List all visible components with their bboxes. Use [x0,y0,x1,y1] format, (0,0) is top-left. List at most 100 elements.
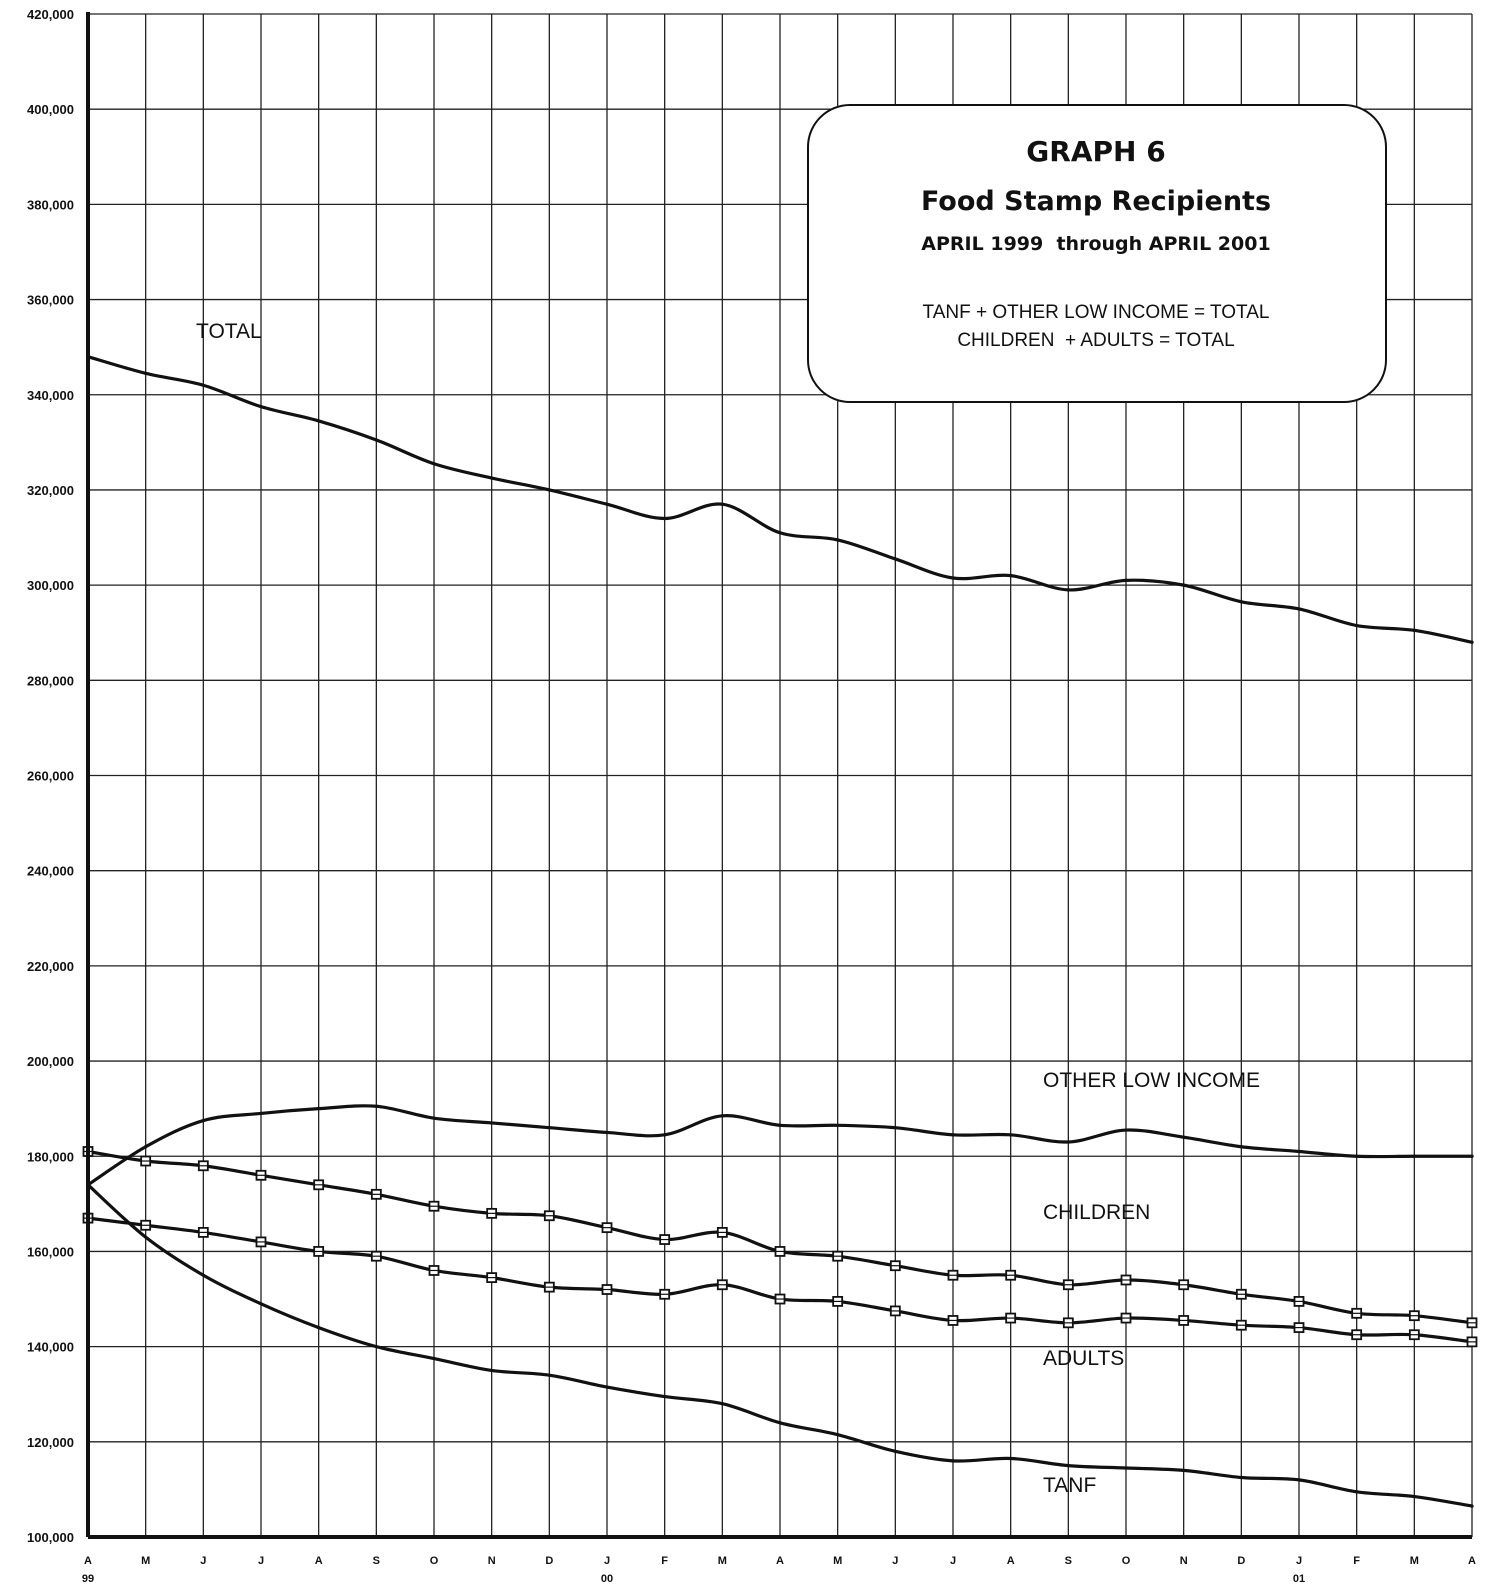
x-axis-ticks: A M J J A S O N D J F M A M J J A S O N D J F M A 99 00 01 [82,1555,1476,1585]
x-tick-label: M [1410,1555,1419,1567]
data-point-total [1124,578,1128,582]
data-point-total [144,371,148,375]
x-tick-label: D [545,1555,553,1567]
data-point-total [432,462,436,466]
data-point-tanf [547,1373,551,1377]
data-point-tanf [1412,1494,1416,1499]
data-point-tanf [778,1421,782,1425]
data-point-total [951,576,955,580]
data-point-other-low-income [1297,1149,1301,1154]
data-point-total [605,502,609,506]
y-tick-label: 400,000 [27,102,74,117]
series-label-children: CHILDREN [1043,1201,1150,1224]
y-tick-label: 300,000 [27,578,74,593]
x-tick-label: J [200,1555,206,1567]
series-label-adults: ADULTS [1043,1347,1124,1370]
data-point-total [1009,574,1013,578]
y-tick-label: 140,000 [27,1340,74,1355]
data-point-other-low-income [1355,1154,1359,1158]
data-point-tanf [259,1302,263,1306]
data-point-tanf [951,1459,955,1463]
data-point-tanf [836,1433,840,1437]
y-tick-label: 220,000 [27,959,74,974]
axes [86,12,1472,1539]
data-point-total [259,405,263,409]
x-tick-label: J [892,1555,898,1567]
data-point-total [720,502,724,506]
data-point-tanf [490,1368,494,1373]
x-tick-label: J [604,1555,610,1567]
data-point-total [1412,628,1416,632]
data-point-other-low-income [1066,1140,1070,1144]
data-point-total [1182,583,1186,587]
data-point-tanf [1297,1478,1301,1482]
data-point-other-low-income [1182,1135,1186,1139]
data-point-tanf [1124,1466,1128,1470]
series-lines [82,355,1478,1508]
x-tick-label: N [1180,1555,1188,1567]
data-point-other-low-income [1009,1133,1013,1137]
data-point-total [1066,588,1070,592]
data-point-other-low-income [259,1111,263,1116]
y-tick-label: 280,000 [27,673,74,688]
data-point-other-low-income [1412,1154,1416,1158]
y-tick-label: 240,000 [27,864,74,879]
data-point-other-low-income [1124,1128,1128,1132]
data-point-other-low-income [720,1114,724,1118]
y-tick-label: 360,000 [27,293,74,308]
data-point-tanf [317,1325,321,1330]
x-tick-label: N [488,1555,496,1567]
series-label-tanf: TANF [1043,1474,1096,1497]
data-point-tanf [605,1385,609,1389]
data-point-tanf [432,1356,436,1361]
data-point-other-low-income [605,1130,609,1135]
x-year-label: 01 [1293,1573,1305,1585]
data-point-other-low-income [893,1126,897,1130]
y-tick-label: 420,000 [27,7,74,22]
data-point-other-low-income [663,1133,667,1137]
y-tick-label: 120,000 [27,1435,74,1450]
data-point-other-low-income [547,1126,551,1130]
chart-note-2: CHILDREN + ADULTS = TOTAL [957,330,1234,351]
data-point-tanf [893,1449,897,1453]
data-point-tanf [1239,1475,1243,1480]
data-point-total [374,438,378,442]
data-point-other-low-income [778,1123,782,1127]
x-tick-label: F [661,1555,668,1567]
x-tick-label: J [258,1555,264,1567]
data-point-other-low-income [201,1118,205,1123]
data-point-total [663,516,667,521]
data-point-tanf [663,1394,667,1399]
x-tick-label: O [430,1555,439,1567]
chart-date-range: APRIL 1999 through APRIL 2001 [921,233,1270,255]
x-tick-label: D [1237,1555,1245,1567]
data-point-tanf [720,1402,724,1406]
x-tick-label: A [1007,1555,1015,1567]
y-tick-label: 100,000 [27,1530,74,1545]
data-point-total [1355,623,1359,628]
chart-title: GRAPH 6 [1026,135,1165,168]
x-tick-label: M [833,1555,842,1567]
data-point-other-low-income [836,1123,840,1127]
data-point-tanf [1182,1468,1186,1472]
data-point-tanf [1355,1490,1359,1494]
data-point-other-low-income [951,1133,955,1137]
data-point-total [893,557,897,561]
data-point-tanf [144,1235,148,1239]
x-tick-label: M [718,1555,727,1567]
series-label-total: TOTAL [196,320,262,343]
data-point-other-low-income [1470,1154,1474,1158]
data-point-total [778,531,782,535]
y-axis-ticks: 100,000 120,000 140,000 160,000 180,000 200,0… [27,7,74,1545]
data-point-other-low-income [374,1104,378,1108]
x-tick-label: A [84,1555,92,1567]
data-point-other-low-income [317,1107,321,1111]
x-tick-label: S [1065,1555,1072,1567]
x-tick-label: F [1353,1555,1360,1567]
x-tick-label: J [1296,1555,1302,1567]
chart-subtitle: Food Stamp Recipients [921,186,1271,217]
y-tick-label: 380,000 [27,197,74,212]
data-point-other-low-income [144,1145,148,1149]
y-tick-label: 260,000 [27,769,74,784]
